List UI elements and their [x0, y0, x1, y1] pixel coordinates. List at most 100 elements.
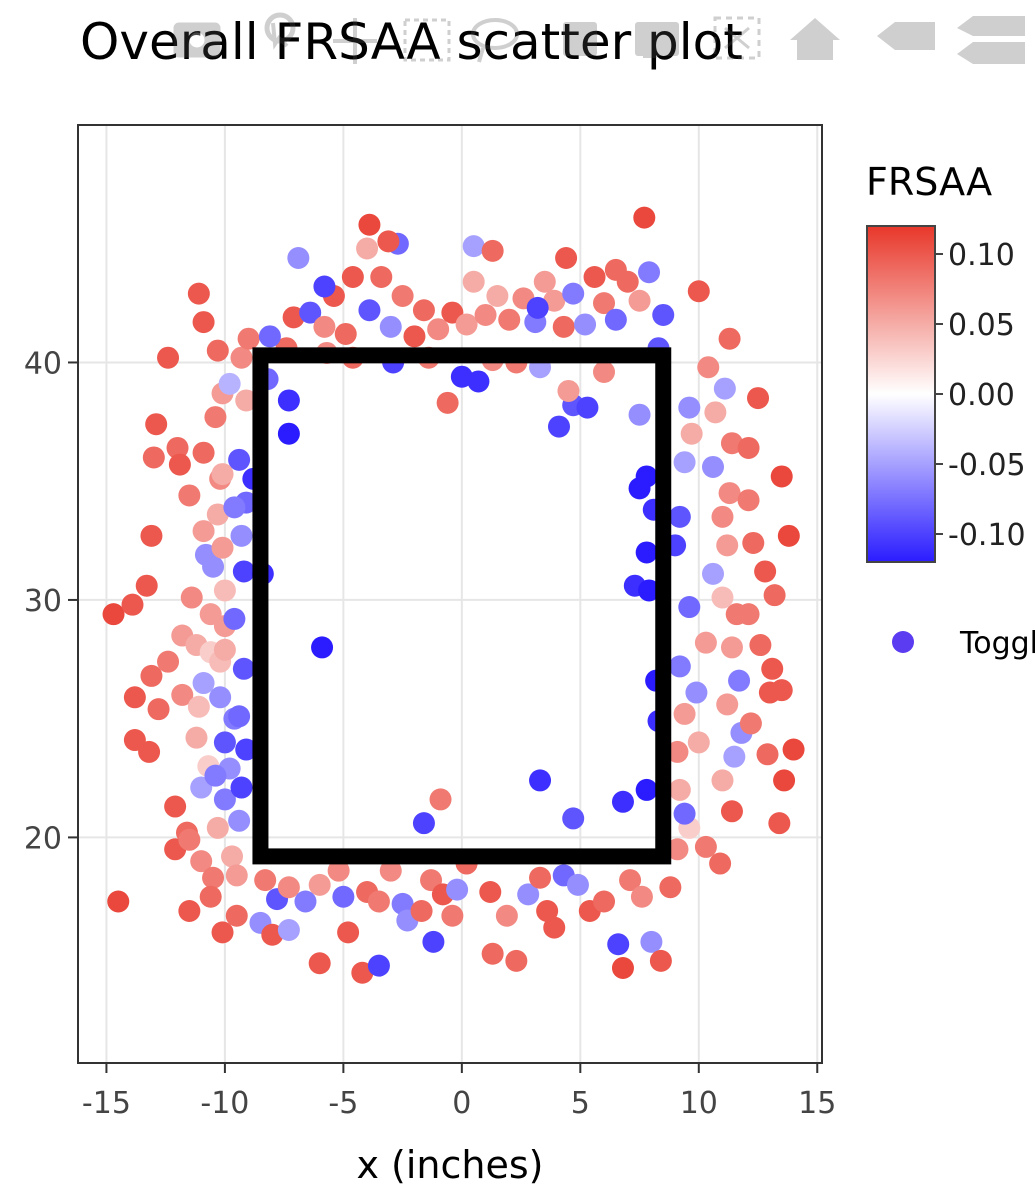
colorbar-tick-label: -0.05	[948, 448, 1026, 483]
data-point	[313, 315, 336, 338]
data-point	[204, 406, 227, 429]
data-point	[718, 482, 741, 505]
data-point	[185, 726, 208, 749]
data-point	[140, 524, 163, 547]
data-point	[768, 812, 791, 835]
colorbar-tick-label: 0.00	[948, 378, 1015, 413]
data-point	[187, 695, 210, 718]
box-select-icon[interactable]	[403, 18, 451, 62]
data-point	[754, 560, 777, 583]
data-point	[436, 391, 459, 414]
data-point	[327, 859, 350, 882]
colorbar-tick-label: -0.10	[948, 518, 1026, 553]
data-point	[379, 859, 402, 882]
data-point	[638, 261, 661, 284]
zoom-out-icon[interactable]	[635, 22, 679, 58]
data-point	[277, 422, 300, 445]
data-point	[391, 284, 414, 307]
hover-closest-icon[interactable]	[877, 22, 935, 50]
data-point	[209, 686, 232, 709]
data-point	[412, 299, 435, 322]
legend-item-toggle[interactable]: Toggle	[892, 626, 1035, 661]
data-point	[547, 415, 570, 438]
data-point	[367, 890, 390, 913]
data-point	[633, 206, 656, 229]
scatter-points	[102, 206, 805, 984]
data-point	[593, 360, 616, 383]
data-point	[422, 930, 445, 953]
x-tick-label: 5	[571, 1086, 590, 1121]
data-point	[673, 451, 696, 474]
data-point	[529, 866, 552, 889]
data-point	[391, 892, 414, 915]
data-point	[358, 213, 381, 236]
data-point	[135, 574, 158, 597]
zoom-in-icon[interactable]	[563, 22, 597, 56]
data-point	[566, 873, 589, 896]
reset-axes-icon[interactable]	[790, 18, 840, 60]
data-point	[192, 672, 215, 695]
hover-compare-icon[interactable]	[957, 16, 1025, 64]
data-point	[711, 505, 734, 528]
pan-icon[interactable]	[333, 18, 377, 64]
data-point	[455, 313, 478, 336]
data-point	[680, 422, 703, 445]
data-point	[728, 669, 751, 692]
data-point	[536, 900, 559, 923]
data-point	[770, 465, 793, 488]
zoom-icon[interactable]	[264, 12, 296, 50]
data-point	[230, 346, 253, 369]
data-point	[720, 800, 743, 823]
data-point	[211, 536, 234, 559]
data-point	[694, 835, 717, 858]
data-point	[474, 303, 497, 326]
data-point	[756, 743, 779, 766]
data-point	[140, 664, 163, 687]
data-point	[213, 788, 236, 811]
data-point	[230, 524, 253, 547]
data-point	[737, 603, 760, 626]
data-point	[709, 852, 732, 875]
data-point	[228, 809, 251, 832]
data-point	[742, 531, 765, 554]
x-axis: -15 -10 -5 0 5 10 15	[82, 1063, 836, 1121]
data-point	[157, 346, 180, 369]
camera-icon[interactable]	[173, 22, 221, 58]
data-point	[687, 280, 710, 303]
data-point	[481, 239, 504, 262]
colorbar-tick-label: 0.05	[948, 308, 1015, 343]
x-tick-label: -5	[328, 1086, 358, 1121]
data-point	[429, 788, 452, 811]
data-point	[479, 881, 502, 904]
data-point	[204, 764, 227, 787]
strike-zone-box	[252, 347, 672, 865]
lasso-select-icon[interactable]	[471, 18, 519, 63]
data-point	[211, 921, 234, 944]
colorbar[interactable]	[866, 225, 936, 563]
data-point	[628, 289, 651, 312]
data-point	[673, 702, 696, 725]
data-point	[640, 930, 663, 953]
data-point	[206, 816, 229, 839]
data-point	[199, 603, 222, 626]
data-point	[377, 230, 400, 253]
data-point	[206, 339, 229, 362]
data-point	[337, 921, 360, 944]
data-point	[287, 246, 310, 269]
colorbar-tick-label: 0.10	[948, 238, 1015, 273]
y-tick-label: 20	[24, 821, 62, 856]
data-point	[341, 265, 364, 288]
data-point	[332, 885, 355, 908]
data-point	[282, 306, 305, 329]
data-point	[604, 308, 627, 331]
data-point	[450, 365, 473, 388]
data-point	[351, 961, 374, 984]
data-point	[187, 282, 210, 305]
data-point	[446, 878, 469, 901]
data-point	[666, 838, 689, 861]
data-point	[555, 246, 578, 269]
data-point	[498, 308, 521, 331]
autoscale-icon[interactable]	[713, 16, 761, 60]
data-point	[308, 873, 331, 896]
